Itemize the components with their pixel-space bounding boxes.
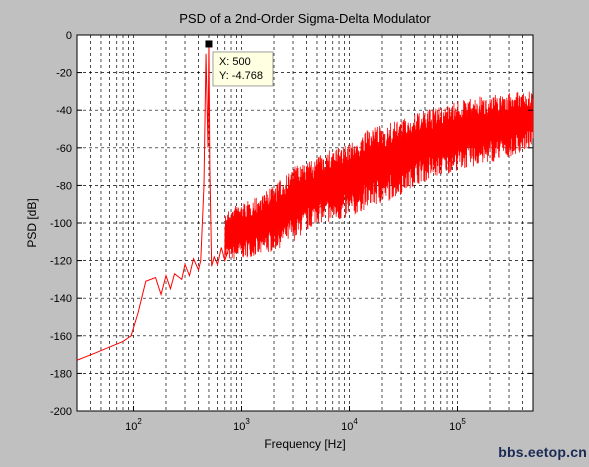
y-tick-label: -180 xyxy=(50,368,72,380)
y-tick-label: -80 xyxy=(56,180,72,192)
psd-noise-band xyxy=(224,91,534,261)
x-tick-label: 105 xyxy=(449,417,466,433)
data-tip-marker xyxy=(205,40,213,48)
y-tick-label: -40 xyxy=(56,105,72,117)
psd-series-line xyxy=(76,43,534,361)
y-tick-label: 0 xyxy=(66,30,72,42)
x-axis-label: Frequency [Hz] xyxy=(264,437,345,451)
y-tick-label: -200 xyxy=(50,406,72,418)
x-tick-exponent: 4 xyxy=(353,417,358,426)
data-tip-x-label: X: 500 xyxy=(219,56,251,68)
y-tick-label: -160 xyxy=(50,331,72,343)
x-axis-ticks: 102 103 104 105 xyxy=(125,406,466,433)
y-tick-label: -60 xyxy=(56,143,72,155)
data-tip-y-label: Y: -4.768 xyxy=(219,70,263,82)
x-tick-label: 103 xyxy=(233,417,250,433)
grid-lines xyxy=(77,35,533,411)
x-tick-exponent: 5 xyxy=(461,417,466,426)
series-layer xyxy=(76,43,534,361)
y-tick-label: -140 xyxy=(50,293,72,305)
y-tick-label: -120 xyxy=(50,256,72,268)
y-axis-label: PSD [dB] xyxy=(25,198,39,247)
y-tick-label: -20 xyxy=(56,68,72,80)
x-tick-base: 10 xyxy=(125,421,137,433)
x-tick-base: 10 xyxy=(449,421,461,433)
x-tick-exponent: 3 xyxy=(245,417,250,426)
x-tick-label: 102 xyxy=(125,417,142,433)
x-tick-base: 10 xyxy=(233,421,245,433)
data-tip-box xyxy=(212,51,274,87)
y-axis-ticks: 0 -20 -40 -60 -80 -100 -120 -140 -160 -180 -200 xyxy=(50,30,533,418)
x-tick-exponent: 2 xyxy=(137,417,142,426)
chart-title: PSD of a 2nd-Order Sigma-Delta Modulator xyxy=(179,11,431,26)
x-tick-label: 104 xyxy=(341,417,358,433)
watermark-text: bbs.eetop.cn xyxy=(498,444,587,460)
y-tick-label: -100 xyxy=(50,218,72,230)
x-tick-base: 10 xyxy=(341,421,353,433)
data-tip-layer: X: 500 Y: -4.768 xyxy=(205,40,274,87)
